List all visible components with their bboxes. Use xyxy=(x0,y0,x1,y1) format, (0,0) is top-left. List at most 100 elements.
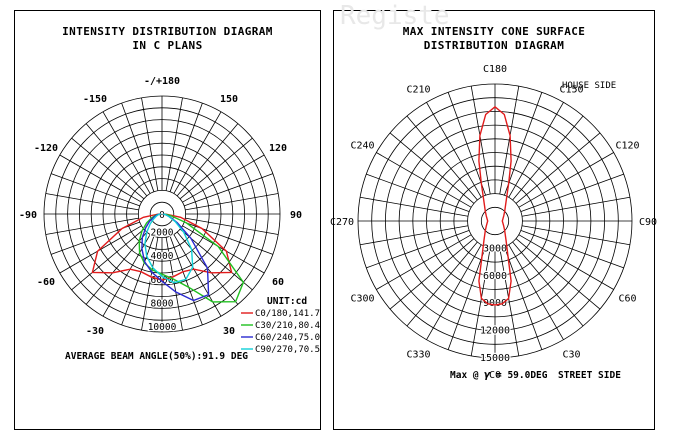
angle-label: 90 xyxy=(290,210,302,221)
grid-spoke xyxy=(185,193,279,211)
grid-spoke xyxy=(182,225,265,274)
angle-label: C330 xyxy=(406,350,430,361)
grid-spoke xyxy=(521,196,630,217)
grid-spoke xyxy=(508,244,564,340)
angle-label: C210 xyxy=(406,85,430,96)
radial-label: 12000 xyxy=(480,326,510,337)
grid-spoke xyxy=(169,102,203,192)
grid-spoke xyxy=(515,238,601,310)
grid-spoke xyxy=(173,111,222,194)
grid-spoke xyxy=(165,97,183,191)
grid-spoke xyxy=(426,244,482,340)
grid-spoke xyxy=(366,173,470,213)
street-side-label: STREET SIDE xyxy=(558,370,621,381)
grid-spoke xyxy=(360,225,469,246)
grid-spoke xyxy=(45,217,139,235)
grid-spoke xyxy=(376,152,472,208)
gamma-symbol: γ xyxy=(484,368,491,381)
intensity-distribution-panel: INTENSITY DISTRIBUTION DIAGRAM IN C PLAN… xyxy=(14,10,321,430)
watermark-text: Registe xyxy=(340,1,450,31)
legend-entry-1: C30/210,80.4 xyxy=(255,321,320,331)
grid-spoke xyxy=(102,111,151,194)
angle-label: C150 xyxy=(559,85,583,96)
grid-spoke xyxy=(121,102,155,192)
angle-label: C90 xyxy=(639,217,657,228)
radial-label: 0 xyxy=(159,210,165,221)
grid-spoke xyxy=(503,92,543,196)
grid-spoke xyxy=(179,137,253,200)
angle-label: C60 xyxy=(618,294,636,305)
angle-label: -60 xyxy=(37,277,55,288)
unit-label: UNIT:cd xyxy=(267,296,307,307)
series-line-3 xyxy=(144,213,194,284)
grid-spoke xyxy=(182,154,265,203)
angle-label: -/+180 xyxy=(144,76,180,87)
grid-spoke xyxy=(499,247,520,356)
grid-spoke xyxy=(59,225,142,274)
angle-label: -30 xyxy=(86,326,104,337)
legend-entry-0: C0/180,141.7 xyxy=(255,309,320,319)
grid-spoke xyxy=(389,238,475,310)
grid-spoke xyxy=(470,247,491,356)
beam-angle-footer: AVERAGE BEAM ANGLE(50%):91.9 DEG xyxy=(65,351,248,362)
grid-spoke xyxy=(521,225,630,246)
angle-label: C120 xyxy=(615,141,639,152)
angle-label: -90 xyxy=(19,210,37,221)
chart-title-line2: DISTRIBUTION DIAGRAM xyxy=(423,39,565,52)
grid-spoke xyxy=(512,241,584,327)
angle-label: -120 xyxy=(34,143,58,154)
angle-label: 30 xyxy=(223,326,235,337)
grid-spoke xyxy=(85,123,148,197)
grid-spoke xyxy=(518,234,614,290)
radial-label: 6000 xyxy=(483,271,507,282)
max-footer-prefix: Max @ xyxy=(450,370,479,381)
grid-spoke xyxy=(470,86,491,195)
grid-spoke xyxy=(512,115,584,201)
grid-spoke xyxy=(50,173,140,207)
grid-spoke xyxy=(515,132,601,204)
grid-spoke xyxy=(508,102,564,198)
grid-spoke xyxy=(45,193,139,211)
max-footer-value: = 59.0DEG xyxy=(496,370,548,381)
radial-label: 8000 xyxy=(151,298,174,309)
angle-label: 120 xyxy=(269,143,287,154)
grid-spoke xyxy=(447,246,487,350)
grid-spoke xyxy=(406,115,478,201)
grid-spoke xyxy=(59,154,142,203)
angle-label: 60 xyxy=(272,277,284,288)
grid-spoke xyxy=(121,236,155,326)
grid-spoke xyxy=(176,123,239,197)
grid-spoke xyxy=(141,97,159,191)
radial-label: 9000 xyxy=(483,298,507,309)
angle-label: 150 xyxy=(220,94,238,105)
grid-spoke xyxy=(389,132,475,204)
radial-label: 10000 xyxy=(148,322,177,333)
grid-spoke xyxy=(169,236,203,326)
chart-title-line1: INTENSITY DISTRIBUTION DIAGRAM xyxy=(62,25,273,38)
legend-entry-2: C60/240,75.0 xyxy=(255,333,320,343)
grid-spoke xyxy=(520,173,624,213)
grid-spoke xyxy=(376,234,472,290)
radial-label: 2000 xyxy=(151,228,174,239)
grid-spoke xyxy=(518,152,614,208)
series-line-2 xyxy=(141,213,210,302)
chart-title-line1: MAX INTENSITY CONE SURFACE xyxy=(402,25,586,38)
series-line-0 xyxy=(91,213,233,281)
angle-label: C0 xyxy=(489,370,501,381)
angle-label: -150 xyxy=(83,94,107,105)
cone-polar-chart: C0 C30 C60 C90 C120 C150 C180 C210 C240 C270 C300 C… xyxy=(330,64,657,381)
grid-spoke xyxy=(406,241,478,327)
chart-title-line2: IN C PLANS xyxy=(132,39,203,52)
grid-spoke xyxy=(447,92,487,196)
grid-spoke xyxy=(185,217,279,235)
radial-label: 15000 xyxy=(480,353,510,364)
grid-spoke xyxy=(184,173,274,207)
grid-spoke xyxy=(71,137,145,200)
angle-label: C240 xyxy=(350,141,374,152)
house-side-label: HOUSE SIDE xyxy=(562,81,616,91)
series-line-1 xyxy=(138,213,245,303)
grid-spoke xyxy=(71,228,145,291)
radial-label: 4000 xyxy=(151,251,174,262)
intensity-polar-chart: -/+180 150 -150 120 -120 90 -90 60 -60 30 -30 0 2000… xyxy=(19,76,320,362)
grid-ring xyxy=(149,201,175,227)
